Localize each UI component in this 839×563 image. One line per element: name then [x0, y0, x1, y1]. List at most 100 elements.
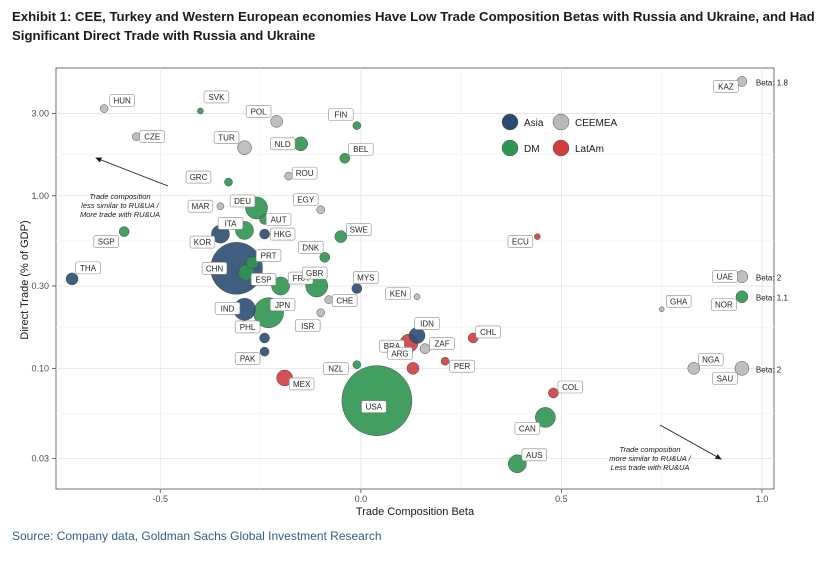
point-label-box — [214, 301, 241, 315]
point-label-box — [698, 353, 724, 366]
point-label-gbr: GBR — [306, 269, 324, 278]
point-label-che: CHE — [336, 297, 353, 306]
bubble-rou — [284, 171, 293, 181]
bubble-arg — [406, 362, 420, 375]
point-label-box — [361, 400, 387, 413]
point-label-rou: ROU — [296, 169, 314, 178]
point-label-nga: NGA — [702, 355, 720, 364]
bubble-ken — [413, 293, 421, 300]
bubble-hkg — [259, 228, 270, 240]
bubble-phl — [259, 332, 270, 344]
point-label-mex: MEX — [293, 380, 311, 389]
point-label-mys: MYS — [357, 274, 374, 283]
point-label-arg: ARG — [391, 349, 408, 358]
point-label-box — [385, 287, 411, 301]
exhibit-title: Exhibit 1: CEE, Turkey and Western Europ… — [12, 9, 815, 43]
legend-swatch-latam — [552, 139, 570, 157]
point-label-nld: NLD — [275, 140, 291, 149]
point-label-box — [323, 362, 349, 376]
axis-ticks: -0.5 0.0 0.5 1.0 0.03 0.10 0.30 1.00 3.00 — [31, 108, 768, 504]
point-label-isr: ISR — [301, 322, 315, 331]
point-label-box — [713, 80, 739, 93]
point-label-nzl: NZL — [328, 365, 344, 374]
point-label-zaf: ZAF — [434, 340, 449, 349]
bubble-per — [440, 356, 450, 366]
bubble-gha — [658, 306, 665, 313]
point-label-box — [346, 223, 372, 236]
bubble-sau — [734, 361, 750, 376]
point-label-can: CAN — [519, 424, 536, 433]
bubble-bel — [339, 152, 351, 164]
legend: Asia DM CEEMEA LatAm — [501, 113, 618, 157]
point-label-ken: KEN — [390, 290, 407, 299]
point-label-hun: HUN — [113, 97, 131, 106]
point-label-box — [269, 298, 296, 312]
y-tick-label: 0.30 — [31, 281, 49, 291]
legend-swatch-asia — [501, 113, 519, 131]
point-label-ita: ITA — [225, 219, 238, 228]
point-label-box — [234, 352, 261, 365]
bubble-hun — [99, 104, 109, 113]
point-label-box — [302, 266, 328, 280]
bubble-isr — [316, 308, 325, 318]
y-tick-label: 1.00 — [31, 191, 49, 201]
point-label-sgp: SGP — [98, 238, 115, 247]
bubble-pol — [270, 115, 283, 128]
point-label-box — [229, 194, 256, 208]
legend-swatch-ceemea — [552, 113, 570, 131]
point-label-box — [298, 241, 324, 254]
point-label-box — [387, 347, 413, 360]
point-label-deu: DEU — [234, 197, 251, 206]
bubble-mys — [351, 283, 363, 294]
point-label-grc: GRC — [190, 173, 208, 182]
bubble-tha — [65, 272, 79, 286]
annotation-text: Less trade with RU&UA — [611, 463, 690, 472]
point-label-phl: PHL — [240, 323, 256, 332]
point-label-box — [711, 298, 737, 312]
point-label-box — [201, 262, 228, 275]
point-label-box — [449, 359, 475, 373]
x-tick-label: 0.5 — [555, 494, 568, 504]
bubble-swe — [334, 230, 348, 243]
point-label-aus: AUS — [526, 451, 542, 460]
point-label-box — [291, 166, 318, 180]
point-label-jpn: JPN — [275, 301, 290, 310]
point-label-svk: SVK — [208, 93, 225, 102]
point-label-box — [203, 90, 230, 104]
point-label-bra: BRA — [384, 342, 401, 351]
bubble-col — [548, 387, 559, 399]
y-tick-label: 3.00 — [31, 108, 49, 118]
point-label-box — [429, 337, 455, 351]
point-label-usa: USA — [366, 403, 383, 412]
bubble-cze — [131, 132, 141, 141]
legend-label-asia: Asia — [524, 118, 544, 129]
beta-note-sau: Beta: 2 — [756, 365, 782, 374]
point-label-box — [665, 294, 692, 308]
point-label-chl: CHL — [480, 328, 497, 337]
bubble-dnk — [319, 252, 330, 263]
point-label-box — [348, 142, 374, 156]
point-label-box — [213, 131, 240, 144]
point-label-idn: IDN — [420, 320, 434, 329]
x-tick-label: -0.5 — [153, 494, 169, 504]
legend-label-ceemea: CEEMEA — [575, 118, 618, 129]
y-tick-label: 0.10 — [31, 363, 49, 373]
point-label-box — [295, 319, 321, 333]
bubble-nld — [293, 136, 308, 152]
point-label-ecu: ECU — [512, 238, 529, 247]
annotation-text: Trade composition — [89, 192, 150, 201]
y-axis-label: Direct Trade (% of GDP) — [19, 220, 31, 339]
point-label-box — [93, 235, 119, 248]
bubble-mar — [216, 202, 225, 210]
point-labels: HUN SVK CZE POL TUR NLD FIN BEL ROU GRC DEU MAR EGY A… — [75, 78, 788, 462]
point-label-box — [475, 325, 501, 339]
bubble-can — [535, 407, 556, 428]
bubble-sgp — [118, 226, 130, 237]
point-label-kor: KOR — [194, 238, 212, 247]
point-label-box — [328, 108, 354, 121]
point-label-hkg: HKG — [274, 230, 291, 239]
point-label-nor: NOR — [715, 301, 733, 310]
point-label-box — [187, 199, 214, 213]
point-label-kaz: KAZ — [718, 82, 734, 91]
